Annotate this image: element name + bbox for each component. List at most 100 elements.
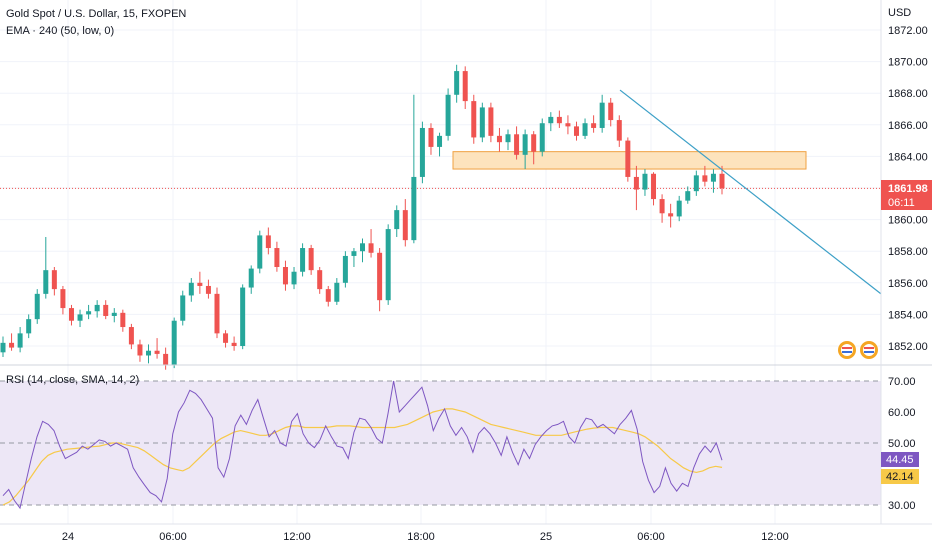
time-tick-label: 06:00 <box>159 531 187 543</box>
candle <box>676 195 682 222</box>
candle <box>17 327 23 353</box>
candle <box>633 165 639 211</box>
candle <box>231 336 237 351</box>
candle <box>377 248 383 312</box>
candle <box>591 115 597 133</box>
candle <box>146 344 152 364</box>
candle <box>325 285 331 307</box>
candle <box>522 129 528 170</box>
price-tick-label: 1866.00 <box>888 120 928 132</box>
rsi-value-tag: 44.45 <box>881 452 919 467</box>
candle <box>693 170 699 196</box>
symbol-title[interactable]: Gold Spot / U.S. Dollar, 15, FXOPEN <box>6 8 187 20</box>
candle <box>137 339 143 362</box>
ema-legend[interactable]: EMA · 240 (50, low, 0) <box>6 25 115 37</box>
candle <box>154 338 160 359</box>
candle <box>599 94 605 133</box>
candle <box>411 94 417 244</box>
candle <box>317 267 323 294</box>
candle <box>565 115 571 135</box>
candle <box>616 115 622 147</box>
candle <box>308 244 314 275</box>
candle <box>300 243 306 277</box>
candle <box>496 127 502 152</box>
candle <box>488 102 494 143</box>
candle <box>60 285 66 315</box>
candle <box>223 330 229 348</box>
candle <box>428 123 434 155</box>
candle <box>120 309 126 332</box>
rsi-reference-lines <box>0 380 881 506</box>
candle <box>651 172 657 206</box>
candle <box>582 118 588 140</box>
rsi-tick-label: 50.00 <box>888 438 916 450</box>
candle <box>205 279 211 299</box>
currency-label: USD <box>888 7 911 19</box>
candle <box>94 300 100 318</box>
rsi-line <box>2 380 723 510</box>
candle <box>514 126 520 160</box>
rsi-tick-label: 70.00 <box>888 376 916 388</box>
candle <box>214 287 220 339</box>
candle <box>171 317 177 369</box>
trend-line[interactable] <box>619 89 882 295</box>
price-tick-label: 1852.00 <box>888 341 928 353</box>
candle <box>240 284 246 350</box>
flag-icon[interactable] <box>838 341 856 359</box>
time-tick-label: 24 <box>62 531 74 543</box>
price-tick-label: 1864.00 <box>888 151 928 163</box>
time-tick-label: 06:00 <box>637 531 665 543</box>
candle <box>394 205 400 237</box>
candle <box>608 97 614 127</box>
candle <box>368 229 374 258</box>
candle <box>702 165 708 187</box>
price-tick-label: 1854.00 <box>888 309 928 321</box>
rsi-legend[interactable]: RSI (14, close, SMA, 14, 2) <box>6 374 140 386</box>
candle <box>265 227 271 255</box>
candle <box>445 88 451 141</box>
candle <box>43 236 49 299</box>
price-tick-label: 1860.00 <box>888 215 928 227</box>
candle <box>642 169 648 196</box>
candle <box>163 347 169 370</box>
candle <box>103 300 109 320</box>
price-tick-label: 1868.00 <box>888 88 928 100</box>
rsi-value: 44.45 <box>886 454 914 466</box>
candle <box>291 267 297 290</box>
flag-icon[interactable] <box>860 341 878 359</box>
candle <box>128 323 134 350</box>
candle <box>342 251 348 288</box>
last-price-tag: 1861.98 06:11 <box>881 180 932 210</box>
candle <box>548 112 554 132</box>
candle <box>531 131 537 165</box>
time-tick-label: 12:00 <box>283 531 311 543</box>
candle <box>282 260 288 291</box>
candle <box>0 336 6 358</box>
sma-value: 42.14 <box>886 471 914 483</box>
price-axis-ticks: 1872.001870.001868.001866.001864.001862.… <box>888 25 928 353</box>
last-price-value: 1861.98 <box>888 183 928 195</box>
price-tick-label: 1872.00 <box>888 25 928 37</box>
candle <box>86 304 92 320</box>
candle <box>539 118 545 157</box>
price-tick-label: 1870.00 <box>888 57 928 69</box>
candle <box>419 121 425 184</box>
candle <box>34 289 40 324</box>
candle <box>659 194 665 223</box>
candle <box>26 314 32 339</box>
time-tick-label: 25 <box>540 531 552 543</box>
candle <box>668 203 674 228</box>
candle <box>111 308 117 323</box>
candle <box>710 169 716 193</box>
candle <box>719 165 725 195</box>
candle <box>685 186 691 204</box>
sma-value-tag: 42.14 <box>881 469 919 484</box>
candle <box>505 129 511 151</box>
candle <box>9 333 15 351</box>
time-tick-label: 18:00 <box>407 531 435 543</box>
price-tick-label: 1858.00 <box>888 246 928 258</box>
candle <box>77 309 83 328</box>
candle <box>360 238 365 263</box>
